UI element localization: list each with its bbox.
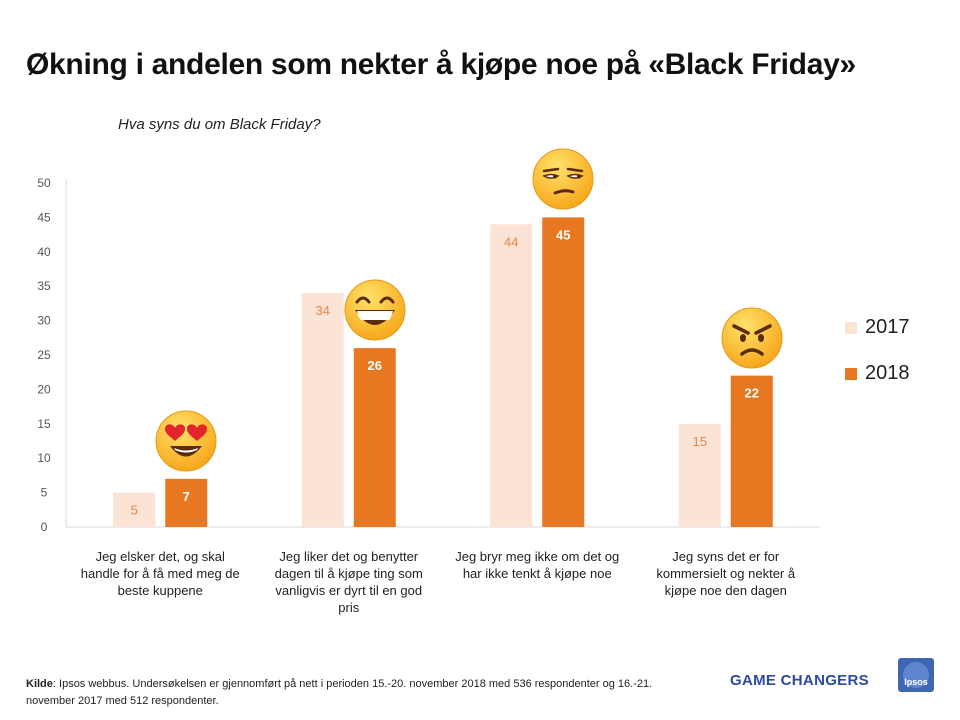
data-label-2017-2: 34 (316, 303, 330, 318)
category-label-1: Jeg elsker det, og skal handle for å få … (80, 549, 240, 598)
category-label-4: Jeg syns det er for kommersielt og nekte… (656, 549, 796, 598)
data-label-2018-1: 7 (183, 489, 190, 504)
bar-2018-1 (165, 478, 208, 527)
unamused-emoji-icon (532, 148, 594, 210)
bar-2017-1 (113, 492, 156, 527)
bar-2018-3 (542, 217, 585, 527)
heart-eyes-emoji-icon (155, 410, 217, 472)
y-tick-label: 15 (37, 417, 51, 431)
source-note: Kilde: Ipsos webbus. Undersøkelsen er gj… (26, 676, 676, 710)
legend-swatch-2017 (845, 321, 857, 334)
legend-swatch-2018 (845, 367, 857, 380)
data-label-2018-3: 45 (556, 227, 570, 242)
page-title: Økning i andelen som nekter å kjøpe noe … (26, 48, 856, 81)
y-tick-label: 25 (37, 348, 51, 362)
game-changers-tagline: GAME CHANGERS (730, 672, 869, 689)
category-label-3: Jeg bryr meg ikke om det og har ikke ten… (455, 549, 620, 581)
bar-2017-3 (490, 224, 533, 527)
y-tick-label: 45 (37, 210, 51, 224)
category-label-2: Jeg liker det og benytter dagen til å kj… (274, 549, 423, 615)
angry-emoji-icon (721, 307, 783, 369)
bar-2017-2 (301, 293, 344, 527)
y-tick-label: 20 (37, 382, 51, 396)
y-tick-label: 0 (41, 520, 48, 534)
data-label-2018-2: 26 (368, 358, 382, 373)
grinning-emoji-icon (344, 279, 406, 341)
legend-item-2017: 2017 (845, 316, 910, 339)
data-label-2017-1: 5 (131, 503, 138, 518)
bar-2018-4 (730, 375, 773, 527)
source-label: Kilde (26, 678, 53, 690)
data-label-2017-4: 15 (693, 434, 707, 449)
bar-2017-4 (678, 423, 721, 527)
legend-label-2017: 2017 (865, 316, 910, 338)
legend-label-2018: 2018 (865, 362, 910, 384)
ipsos-logo-text: Ipsos (904, 677, 928, 687)
chart-subtitle: Hva syns du om Black Friday? (118, 116, 321, 133)
data-label-2017-3: 44 (504, 234, 518, 249)
ipsos-logo: Ipsos (898, 658, 934, 692)
y-tick-label: 50 (37, 176, 51, 190)
y-tick-label: 35 (37, 279, 51, 293)
y-tick-label: 5 (41, 486, 48, 500)
y-tick-label: 30 (37, 314, 51, 328)
y-tick-label: 40 (37, 245, 51, 259)
y-tick-label: 10 (37, 451, 51, 465)
bar-2018-2 (353, 348, 396, 527)
source-text: : Ipsos webbus. Undersøkelsen er gjennom… (26, 678, 653, 707)
legend-item-2018: 2018 (845, 362, 910, 385)
data-label-2018-4: 22 (745, 386, 759, 401)
